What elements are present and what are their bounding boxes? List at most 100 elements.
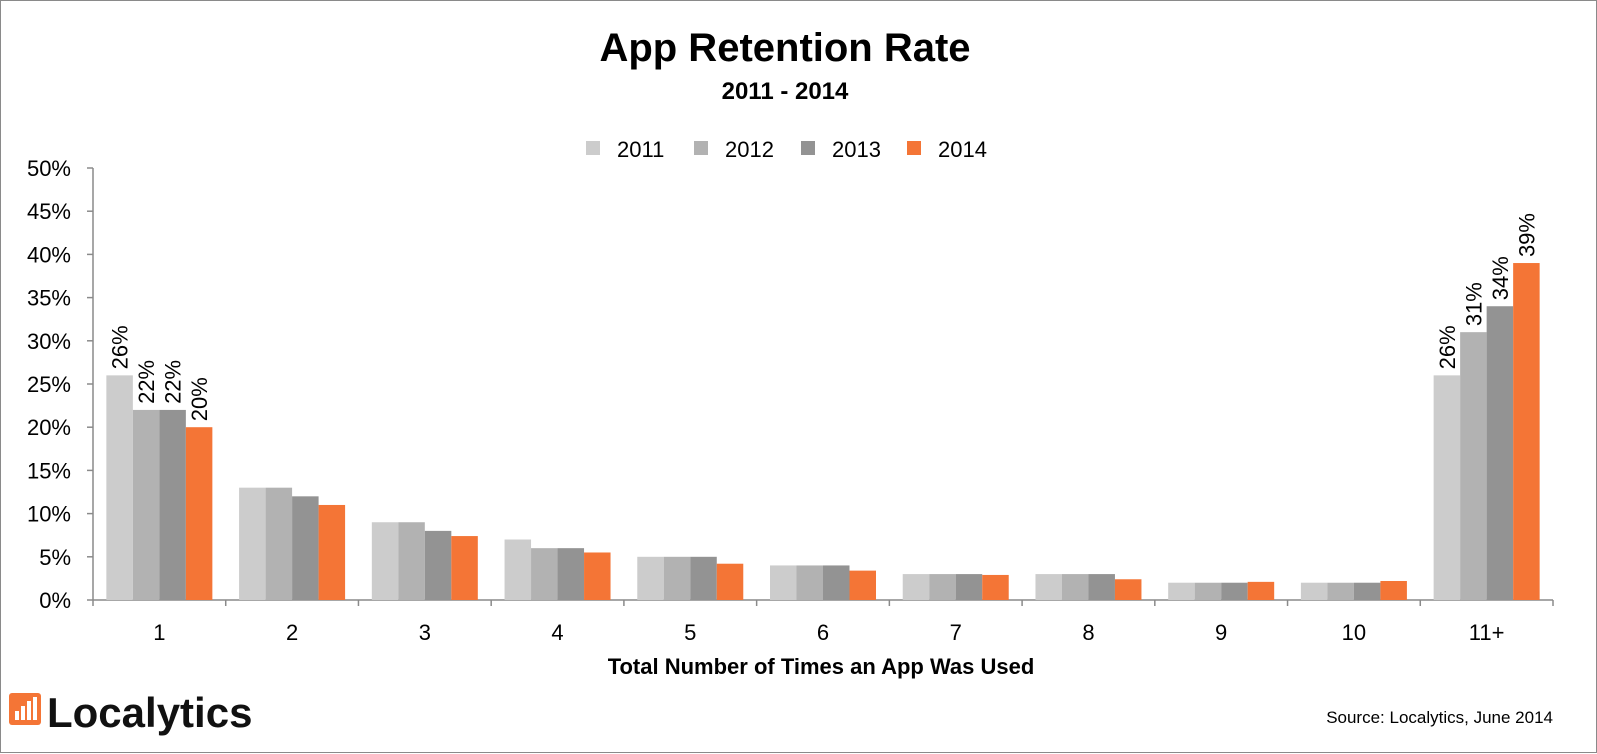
y-tick-label: 40% (27, 242, 71, 267)
legend-swatch (907, 141, 921, 155)
bar (159, 409, 186, 600)
bar (1221, 582, 1248, 600)
x-tick-label: 4 (551, 620, 563, 645)
bar (1300, 582, 1328, 600)
legend-swatch (586, 141, 600, 155)
bar (849, 570, 876, 600)
data-label: 31% (1461, 282, 1486, 326)
bar (1353, 582, 1381, 600)
y-tick-label: 0% (39, 588, 71, 613)
data-label: 26% (108, 325, 133, 369)
data-label: 22% (134, 360, 159, 404)
bar (292, 496, 319, 600)
legend-label: 2013 (832, 137, 881, 162)
x-tick-label: 11+ (1469, 620, 1505, 645)
data-labels: 26%22% 22% 20%26%31%34%39% (108, 213, 1540, 421)
chart-subtitle: 2011 - 2014 (722, 78, 849, 105)
bar (1486, 306, 1514, 600)
bar (451, 536, 478, 600)
legend-label: 2014 (938, 137, 987, 162)
bar (1380, 580, 1407, 600)
bar (955, 574, 983, 600)
legend-item: 2012 (694, 137, 774, 162)
bar (1168, 582, 1195, 600)
legend-swatch (694, 141, 708, 155)
bar (902, 574, 930, 600)
y-tick-label: 15% (27, 458, 71, 483)
bar (823, 565, 850, 600)
x-tick-label: 6 (817, 620, 829, 645)
x-tick-label: 3 (419, 620, 431, 645)
bar (1247, 581, 1275, 600)
bar (424, 530, 452, 600)
bar (132, 409, 160, 600)
data-label: 22% (161, 360, 186, 404)
source-note: Source: Localytics, June 2014 (1326, 708, 1553, 727)
bar (1088, 574, 1115, 600)
data-label: 34% (1488, 256, 1513, 300)
bar (663, 556, 691, 600)
legend-swatch (801, 141, 815, 155)
data-label: 39% (1514, 213, 1539, 257)
x-axis: 1 2 3 4 5 6 7 8 9 10 11+ (92, 599, 1554, 645)
bar (265, 487, 293, 600)
bar (1433, 375, 1461, 600)
legend-item: 2011 (586, 137, 664, 162)
legend: 2011 2012 2013 2014 (586, 137, 987, 162)
x-tick-label: 8 (1082, 620, 1094, 645)
bar (531, 548, 558, 600)
y-tick-label: 10% (27, 502, 71, 527)
x-tick-label: 7 (950, 620, 962, 645)
bar-chart-logo-icon (9, 693, 41, 725)
bar (318, 504, 346, 600)
brand-logo: Localytics (9, 689, 252, 736)
bars (106, 263, 1540, 600)
x-tick-label: 10 (1342, 620, 1366, 645)
brand-name: Localytics (47, 689, 252, 736)
bar (982, 574, 1009, 600)
legend-label: 2011 (617, 137, 664, 162)
y-tick-label: 35% (27, 286, 71, 311)
legend-item: 2013 (801, 137, 881, 162)
bar (1035, 574, 1062, 600)
x-tick-label: 1 (153, 620, 165, 645)
y-tick-label: 30% (27, 329, 71, 354)
bar (1114, 579, 1142, 600)
y-tick-label: 20% (27, 415, 71, 440)
x-tick-label: 2 (286, 620, 298, 645)
bar (796, 565, 823, 600)
bar (637, 556, 664, 600)
bar (690, 556, 717, 600)
bar (239, 487, 266, 600)
x-axis-title: Total Number of Times an App Was Used (608, 654, 1035, 679)
bar (557, 548, 585, 600)
bar (770, 565, 797, 600)
bar (716, 563, 744, 600)
bar (371, 522, 399, 600)
y-tick-label: 5% (39, 545, 71, 570)
y-tick-label: 25% (27, 372, 71, 397)
bar (584, 552, 611, 600)
bar (185, 427, 213, 600)
bar (1061, 574, 1089, 600)
bar (1194, 582, 1222, 600)
data-label: 20% (187, 377, 212, 421)
x-tick-label: 9 (1215, 620, 1227, 645)
legend-item: 2014 (907, 137, 987, 162)
x-tick-label: 5 (684, 620, 696, 645)
bar (398, 522, 425, 600)
bar (929, 574, 956, 600)
bar (504, 539, 532, 600)
y-tick-label: 50% (27, 156, 71, 181)
bar (106, 375, 133, 600)
legend-label: 2012 (725, 137, 774, 162)
y-tick-label: 45% (27, 199, 71, 224)
chart-title: App Retention Rate (599, 26, 970, 70)
bar (1460, 332, 1487, 600)
bar (1327, 582, 1354, 600)
bar (1513, 263, 1540, 600)
data-label: 26% (1435, 325, 1460, 369)
y-axis: 0% 5% 10% 15% 20% 25% 30% 35% 40% 45% 50% (27, 156, 94, 613)
